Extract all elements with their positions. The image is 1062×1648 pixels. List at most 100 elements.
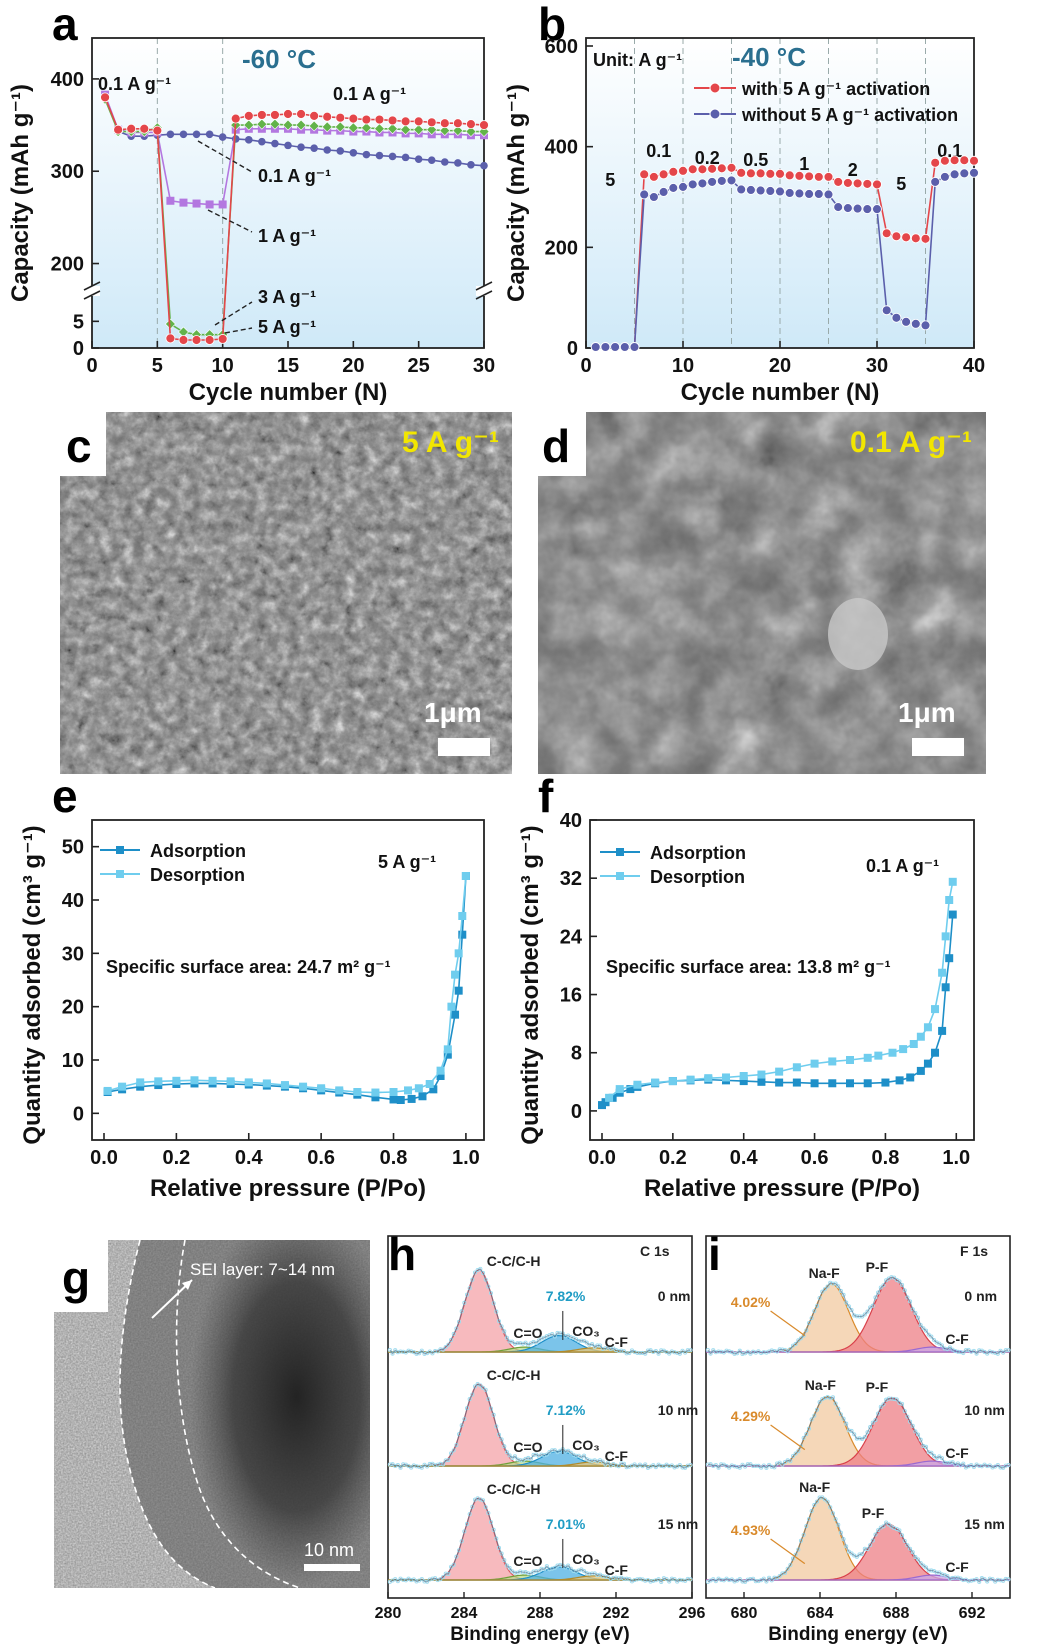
- sei-arrow-head: [182, 1280, 192, 1290]
- data-point: [447, 1002, 456, 1011]
- data-point: [923, 1023, 932, 1032]
- peak-label-naf: Na-F: [799, 1479, 831, 1495]
- raw-data-point: [841, 1537, 846, 1542]
- series-adsorption: [103, 872, 470, 1104]
- data-point: [100, 92, 110, 103]
- raw-data-point: [796, 1338, 801, 1343]
- unit-label: Unit: A g⁻¹: [593, 50, 682, 70]
- raw-data-point: [820, 1289, 825, 1294]
- raw-data-point: [507, 1453, 512, 1458]
- data-point: [833, 176, 844, 187]
- raw-data-point: [777, 1573, 782, 1579]
- panel-letter-bg: [60, 412, 106, 476]
- data-point: [716, 163, 727, 174]
- data-point: [639, 169, 650, 180]
- data-point: [425, 1080, 434, 1088]
- x-tick-label: 5: [152, 355, 163, 377]
- data-point: [443, 1045, 452, 1054]
- data-point: [757, 1077, 766, 1086]
- peak-label-co3: CO₃: [572, 1551, 599, 1567]
- y-tick-label: 0: [571, 1101, 582, 1123]
- data-point: [941, 983, 950, 992]
- raw-data-point: [547, 1449, 552, 1455]
- data-point: [707, 163, 718, 174]
- y-tick-label: 300: [51, 161, 84, 183]
- data-point: [454, 949, 463, 958]
- y-tick-label: 24: [560, 926, 583, 948]
- panel-letter: a: [52, 0, 78, 50]
- data-point: [361, 114, 372, 125]
- raw-data-point: [862, 1435, 867, 1440]
- rate-label: 0.2: [695, 148, 720, 168]
- raw-data-point: [651, 1463, 656, 1468]
- data-point: [842, 203, 853, 214]
- raw-data-point: [579, 1455, 584, 1460]
- y-tick-label: 200: [545, 237, 578, 259]
- plot-frame: [705, 1235, 1011, 1599]
- raw-data-point: [812, 1502, 817, 1508]
- raw-data-point: [849, 1551, 854, 1556]
- sem-texture-c: [60, 412, 512, 774]
- raw-data-point: [878, 1404, 883, 1409]
- raw-data-point: [708, 1351, 713, 1356]
- raw-data-point: [926, 1332, 931, 1337]
- raw-data-point: [961, 1350, 966, 1356]
- data-point: [810, 1079, 819, 1088]
- raw-data-point: [929, 1334, 934, 1339]
- raw-data-point: [582, 1569, 587, 1574]
- series-line: [107, 875, 467, 1094]
- raw-data-point: [985, 1579, 990, 1584]
- data-point: [901, 232, 912, 243]
- data-point: [828, 1079, 837, 1088]
- data-point: [454, 986, 463, 995]
- x-tick-label: 0.6: [307, 1147, 335, 1169]
- envelope: [389, 1268, 691, 1355]
- data-point: [165, 333, 176, 344]
- x-tick-label: 288: [527, 1605, 554, 1622]
- particle: [828, 598, 888, 670]
- raw-data-point: [727, 1465, 732, 1470]
- pct-arrow: [770, 1310, 806, 1337]
- data-point: [375, 151, 384, 160]
- data-point: [863, 1053, 872, 1062]
- data-point: [895, 1076, 904, 1085]
- envelope: [389, 1383, 691, 1469]
- spectrum-0-nm: Na-F P-F C-F 4.02% 0 nm: [705, 1259, 1011, 1357]
- data-point: [295, 119, 307, 131]
- data-point: [218, 133, 227, 141]
- data-point: [360, 122, 372, 134]
- raw-data-point: [568, 1450, 573, 1455]
- pct-label: 4.29%: [731, 1408, 771, 1424]
- raw-data-point: [534, 1340, 539, 1346]
- raw-data-point: [862, 1312, 867, 1317]
- raw-data-point: [876, 1411, 881, 1416]
- raw-data-point: [910, 1423, 915, 1428]
- panel-letter: d: [542, 420, 570, 472]
- surface-area-note: Specific surface area: 24.7 m² g⁻¹: [106, 957, 391, 977]
- data-point: [103, 1086, 112, 1095]
- legend-label-adsorption: Adsorption: [650, 843, 746, 863]
- raw-data-point: [451, 1331, 456, 1336]
- data-point: [687, 164, 698, 175]
- data-point: [874, 1051, 883, 1060]
- raw-data-point: [507, 1565, 512, 1571]
- data-point: [192, 199, 201, 208]
- data-point: [172, 1076, 181, 1085]
- x-axis-label: Binding energy (eV): [768, 1624, 947, 1645]
- raw-data-point: [716, 1465, 721, 1470]
- data-point: [923, 1059, 932, 1068]
- peak-label-naf: Na-F: [809, 1265, 841, 1281]
- raw-data-point: [918, 1437, 923, 1442]
- series-without-activation: [590, 167, 979, 352]
- raw-data-point: [387, 1347, 392, 1353]
- raw-data-point: [931, 1453, 937, 1458]
- series-5A: [100, 92, 489, 345]
- data-point: [458, 912, 467, 920]
- data-point: [348, 113, 359, 124]
- data-point: [784, 170, 795, 181]
- x-axis-label: Cycle number (N): [189, 379, 388, 406]
- raw-data-point: [881, 1402, 886, 1407]
- raw-data-point: [425, 1464, 430, 1469]
